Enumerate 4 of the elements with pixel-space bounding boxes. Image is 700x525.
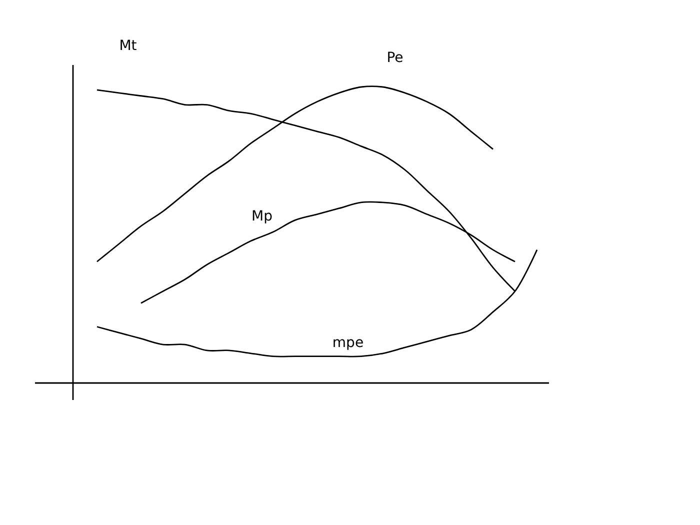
text: Mt — [119, 38, 138, 54]
series-label: mpe — [332, 335, 364, 352]
series-label: Pe — [386, 50, 404, 66]
series-label: Mp — [252, 208, 273, 225]
